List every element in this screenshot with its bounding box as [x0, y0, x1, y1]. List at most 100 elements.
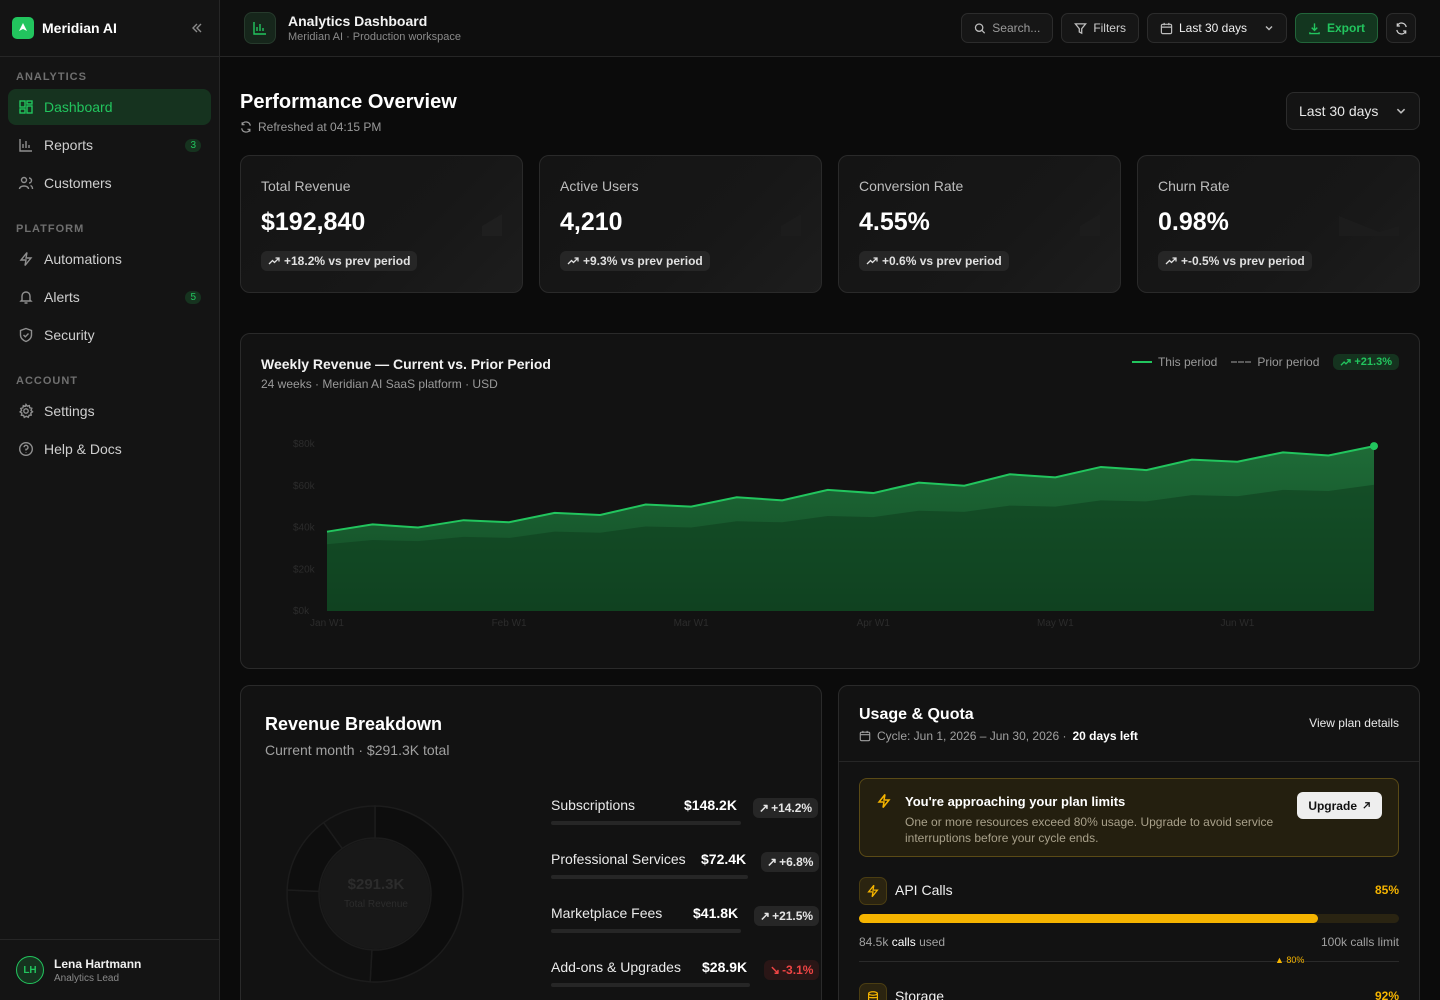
- revenue-row-delta: ↗ +6.8%: [761, 852, 820, 872]
- sidebar-item-alerts[interactable]: Alerts 5: [8, 279, 211, 315]
- revenue-row-name: Add-ons & Upgrades: [551, 959, 681, 975]
- filters-button[interactable]: Filters: [1061, 13, 1139, 43]
- revenue-row-delta-text: +14.2%: [771, 801, 813, 815]
- x-tick-label: Jun W1: [1220, 618, 1254, 629]
- user-profile[interactable]: LH Lena Hartmann Analytics Lead: [0, 939, 220, 1000]
- kpi-value: 0.98%: [1158, 208, 1229, 236]
- divider: [859, 961, 1399, 962]
- chevron-down-icon: [1396, 108, 1406, 114]
- kpi-delta-badge: +-0.5% vs prev period: [1158, 251, 1312, 271]
- donut-slice[interactable]: [369, 805, 464, 983]
- kpi-decoration: [1339, 216, 1399, 236]
- days-left: 20 days left: [1072, 729, 1138, 743]
- user-name: Lena Hartmann: [54, 956, 142, 971]
- kpi-card-total-revenue[interactable]: Total Revenue $192,840 +18.2% vs prev pe…: [240, 155, 523, 293]
- y-tick-label: $80k: [293, 439, 316, 450]
- legend-item-prior-period[interactable]: Prior period: [1231, 355, 1319, 369]
- kpi-decoration: [482, 214, 502, 236]
- metric-percent: 92%: [1374, 989, 1399, 1000]
- export-button[interactable]: Export: [1294, 13, 1378, 43]
- trend-up-icon: ↗: [759, 801, 770, 815]
- kpi-card-churn-rate[interactable]: Churn Rate 0.98% +-0.5% vs prev period: [1137, 155, 1420, 293]
- donut-slice[interactable]: [322, 805, 376, 850]
- trend-down-icon: ↘: [770, 963, 781, 977]
- gear-icon: [19, 403, 34, 419]
- legend-item-this-period[interactable]: This period: [1131, 355, 1217, 369]
- trend-up-icon: [1165, 257, 1177, 265]
- export-label: Export: [1326, 21, 1365, 35]
- refresh-small-icon: [241, 121, 251, 133]
- donut-center-label: Total Revenue: [344, 899, 408, 910]
- kpi-card-conversion-rate[interactable]: Conversion Rate 4.55% +0.6% vs prev peri…: [838, 155, 1121, 293]
- search-input[interactable]: Search...: [961, 13, 1054, 43]
- kpi-card-active-users[interactable]: Active Users 4,210 +9.3% vs prev period: [539, 155, 822, 293]
- external-arrow-icon: [1363, 802, 1370, 809]
- sidebar-item-settings[interactable]: Settings: [8, 393, 211, 429]
- revenue-row-value: $41.8K: [693, 905, 739, 921]
- billing-cycle-text: Cycle: Jun 1, 2026 – Jun 30, 2026 ·: [877, 729, 1067, 743]
- donut-center-value: $291.3K: [347, 876, 405, 893]
- trend-up-icon: ↗: [767, 855, 778, 869]
- metric-used-value: 84.5k: [859, 935, 889, 949]
- date-range-select[interactable]: Last 30 days: [1146, 13, 1287, 43]
- y-tick-label: $0k: [293, 606, 310, 617]
- alert-text: One or more resources exceed 80% usage. …: [905, 815, 1274, 845]
- page-title: Performance Overview: [240, 91, 457, 113]
- brand-name: Meridian AI: [42, 20, 117, 36]
- metric-used: 84.5k calls used: [859, 935, 945, 949]
- revenue-row-delta: ↗ +21.5%: [754, 906, 820, 926]
- refresh-button[interactable]: [1386, 13, 1416, 43]
- revenue-row-value: $72.4K: [701, 851, 747, 867]
- user-role: Analytics Lead: [54, 972, 120, 984]
- revenue-row-name: Subscriptions: [551, 797, 636, 813]
- reports-count-badge: 3: [185, 138, 201, 152]
- bar-chart-icon: [19, 139, 32, 152]
- legend-swatch-solid: [1131, 361, 1152, 363]
- view-plan-details-link[interactable]: View plan details: [1309, 716, 1399, 730]
- main-content: Performance Overview Refreshed at 04:15 …: [220, 57, 1440, 1000]
- nav-section-label: PLATFORM: [16, 223, 85, 235]
- sidebar-item-label: Help & Docs: [44, 441, 122, 457]
- trend-up-icon: [1340, 358, 1352, 366]
- upgrade-label: Upgrade: [1308, 798, 1357, 813]
- chevron-down-icon: [1265, 26, 1273, 31]
- kpi-label: Conversion Rate: [859, 178, 964, 194]
- sidebar-item-reports[interactable]: Reports 3: [8, 127, 211, 163]
- sidebar-item-customers[interactable]: Customers: [8, 165, 211, 201]
- revenue-donut-chart[interactable]: [285, 804, 465, 984]
- sidebar-item-label: Customers: [44, 175, 112, 191]
- collapse-sidebar-icon[interactable]: [187, 18, 207, 38]
- revenue-breakdown-card: Revenue Breakdown Current month · $291.3…: [240, 685, 822, 1000]
- refresh-icon: [1395, 21, 1407, 35]
- sidebar-item-label: Settings: [44, 403, 95, 419]
- revenue-row-delta-text: +21.5%: [772, 909, 814, 923]
- sidebar-item-label: Dashboard: [44, 99, 113, 115]
- sidebar-item-help-docs[interactable]: Help & Docs: [8, 431, 211, 467]
- sidebar-item-automations[interactable]: Automations: [8, 241, 211, 277]
- zap-icon: [19, 252, 33, 266]
- upgrade-button[interactable]: Upgrade: [1297, 792, 1382, 819]
- y-tick-label: $20k: [293, 564, 316, 575]
- refreshed-text: Refreshed at 04:15 PM: [258, 120, 382, 134]
- calendar-icon: [1160, 22, 1173, 34]
- chart-legend: This period Prior period +21.3%: [1131, 354, 1399, 370]
- sidebar-item-dashboard[interactable]: Dashboard: [8, 89, 211, 125]
- revenue-row-bar: [551, 875, 748, 879]
- brand-logo-icon[interactable]: [12, 17, 34, 39]
- nav-section-account: ACCOUNT Settings Help & Docs: [0, 375, 219, 467]
- x-tick-label: May W1: [1037, 618, 1074, 629]
- x-tick-label: Mar W1: [674, 618, 709, 629]
- revenue-area-chart[interactable]: $0k $20k $40k $60k $80k Jan W1 Feb W1 Mar W1 Apr…: [241, 424, 1419, 644]
- nav-section-label: ACCOUNT: [16, 375, 78, 387]
- period-select[interactable]: Last 30 days: [1286, 92, 1420, 130]
- revenue-row-delta-text: +6.8%: [779, 855, 814, 869]
- sidebar-item-security[interactable]: Security: [8, 317, 211, 353]
- legend-swatch-dashed: [1231, 361, 1252, 363]
- threshold-marker: ▲ 80%: [1275, 955, 1305, 965]
- revenue-row-delta: ↘ -3.1%: [764, 960, 820, 980]
- help-icon: [18, 441, 34, 457]
- brand-header: Meridian AI: [0, 0, 219, 57]
- weekly-revenue-chart-card: Weekly Revenue — Current vs. Prior Perio…: [240, 333, 1420, 669]
- alerts-count-badge: 5: [185, 290, 201, 304]
- avatar: LH: [16, 956, 44, 984]
